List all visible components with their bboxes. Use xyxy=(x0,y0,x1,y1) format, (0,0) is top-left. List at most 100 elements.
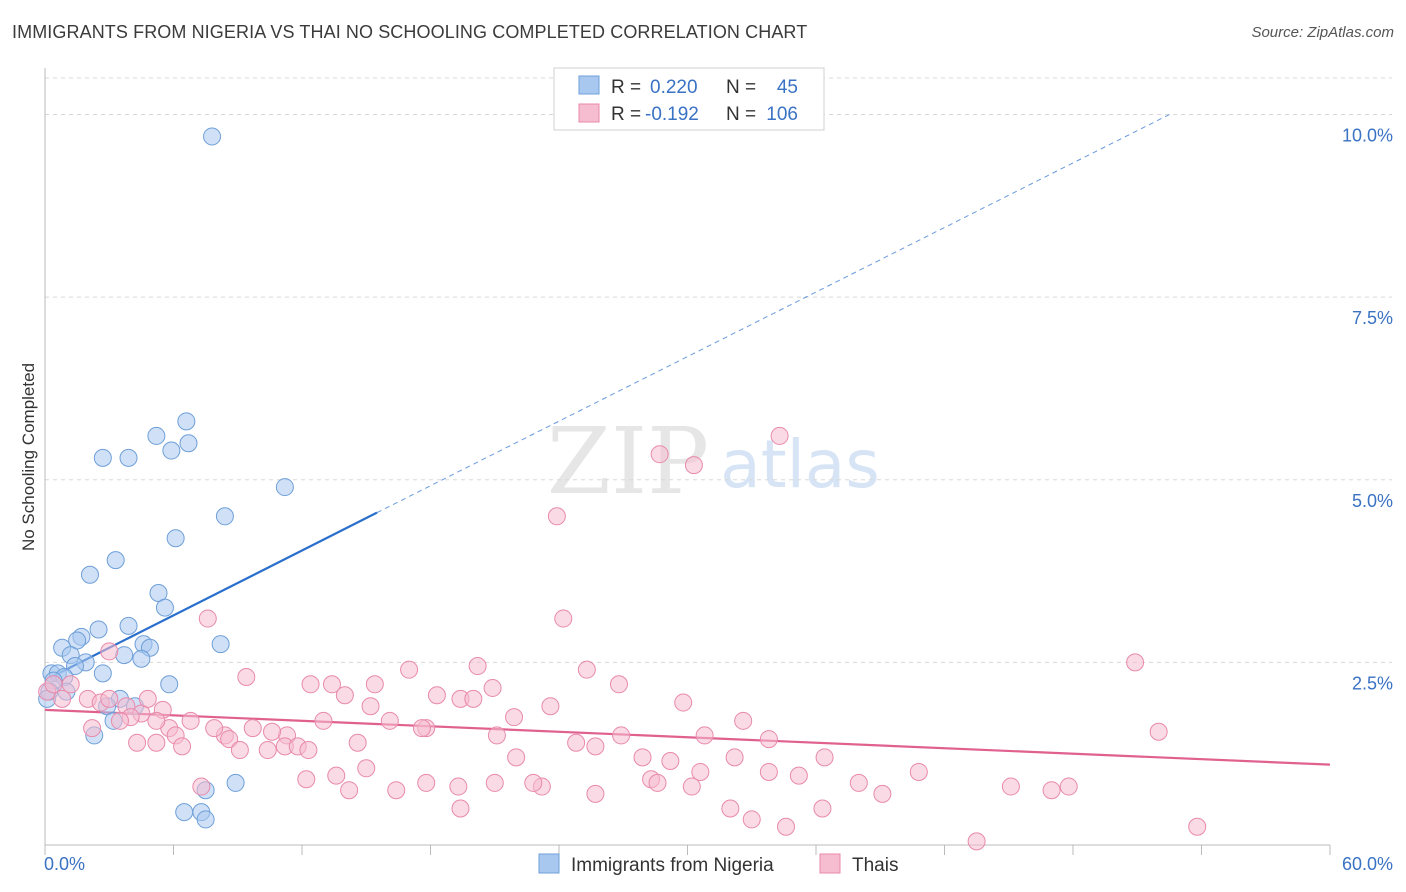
nigeria-trend-extension xyxy=(376,114,1170,514)
thais-point xyxy=(541,697,560,716)
thais-point xyxy=(263,722,282,741)
thais-point xyxy=(586,784,605,803)
y-tick-label: 2.5% xyxy=(1352,673,1393,693)
correlation-legend: R = 0.220 N = 45 R = -0.192 N = 106 xyxy=(553,67,825,131)
y-axis-label: No Schooling Completed xyxy=(19,363,38,551)
thais-point xyxy=(759,762,778,781)
series-legend-swatch-thais xyxy=(819,853,841,874)
thais-point xyxy=(777,817,796,836)
thais-point xyxy=(83,719,102,738)
thais-point xyxy=(721,799,740,818)
thais-point xyxy=(327,766,346,785)
thais-point xyxy=(1001,777,1020,796)
x-tick-label-max: 60.0% xyxy=(1342,854,1393,874)
legend-r-label-1: R = xyxy=(611,77,641,98)
thais-point xyxy=(468,657,487,676)
thais-point xyxy=(734,711,753,730)
thais-point xyxy=(682,777,701,796)
thais-point xyxy=(505,708,524,727)
chart-title: IMMIGRANTS FROM NIGERIA VS THAI NO SCHOO… xyxy=(12,22,808,42)
thais-point xyxy=(554,609,573,628)
thais-point xyxy=(387,781,406,800)
thais-point xyxy=(299,741,318,760)
nigeria-point xyxy=(106,551,125,570)
nigeria-point xyxy=(132,649,151,668)
thais-point xyxy=(138,689,157,708)
nigeria-point xyxy=(211,635,230,654)
thais-point xyxy=(1042,781,1061,800)
thais-point xyxy=(609,675,628,694)
axis-layer: 2.5% 5.0% 7.5% 10.0% xyxy=(44,68,1393,855)
thais-point xyxy=(661,751,680,770)
thais-point xyxy=(361,697,380,716)
y-tick-label: 10.0% xyxy=(1342,126,1393,146)
thais-point xyxy=(237,667,256,686)
legend-n-label-2: N = xyxy=(726,104,756,125)
watermark-zip: ZIP xyxy=(547,408,709,515)
thais-point xyxy=(742,810,761,829)
grid-layer xyxy=(45,77,1392,663)
thais-point xyxy=(1059,777,1078,796)
thais-point xyxy=(967,832,986,851)
nigeria-point xyxy=(160,675,179,694)
thais-point xyxy=(417,773,436,792)
watermark-atlas: atlas xyxy=(720,426,880,503)
thais-point xyxy=(314,711,333,730)
nigeria-trend-line xyxy=(50,511,378,678)
thais-point xyxy=(181,711,200,730)
thais-point xyxy=(100,642,119,661)
thais-point xyxy=(873,784,892,803)
thais-point xyxy=(192,777,211,796)
thais-point xyxy=(128,733,147,752)
thais-point xyxy=(147,711,166,730)
nigeria-point xyxy=(179,434,198,453)
thais-point xyxy=(483,678,502,697)
thais-point xyxy=(412,719,431,738)
thais-point xyxy=(695,726,714,745)
nigeria-point xyxy=(65,657,84,676)
nigeria-point xyxy=(115,646,134,665)
thais-trend-line xyxy=(44,708,1331,766)
thais-point xyxy=(365,675,384,694)
legend-r-label-2: R = xyxy=(611,104,641,125)
legend-n-label-1: N = xyxy=(726,77,756,98)
thais-point xyxy=(524,773,543,792)
thais-point xyxy=(449,777,468,796)
nigeria-point xyxy=(215,507,234,526)
thais-point xyxy=(691,762,710,781)
thais-point xyxy=(789,766,808,785)
y-tick-label: 7.5% xyxy=(1352,308,1393,328)
series-legend: Immigrants from Nigeria Thais xyxy=(538,853,898,876)
thais-point xyxy=(849,773,868,792)
thais-point xyxy=(567,733,586,752)
nigeria-point xyxy=(155,598,174,617)
nigeria-point xyxy=(119,616,138,635)
thais-point xyxy=(813,799,832,818)
thais-point xyxy=(427,686,446,705)
points-layer xyxy=(38,127,1207,851)
series-legend-swatch-nigeria xyxy=(538,853,560,874)
thais-point xyxy=(205,719,224,738)
thais-point xyxy=(1149,722,1168,741)
thais-point xyxy=(258,741,277,760)
legend-n-value-1: 45 xyxy=(777,77,798,98)
thais-point xyxy=(198,609,217,628)
nigeria-point xyxy=(275,478,294,497)
thais-point xyxy=(297,770,316,789)
thais-point xyxy=(301,675,320,694)
thais-point xyxy=(577,660,596,679)
thais-point xyxy=(451,799,470,818)
thais-point xyxy=(400,660,419,679)
series-legend-label-thais: Thais xyxy=(852,855,898,876)
thais-point xyxy=(485,773,504,792)
thais-point xyxy=(44,675,63,694)
thais-point xyxy=(243,719,262,738)
thais-point xyxy=(100,689,119,708)
nigeria-point xyxy=(147,426,166,445)
thais-point xyxy=(464,689,483,708)
thais-point xyxy=(648,773,667,792)
nigeria-point xyxy=(162,441,181,460)
thais-point xyxy=(1126,653,1145,672)
nigeria-point xyxy=(119,448,138,467)
